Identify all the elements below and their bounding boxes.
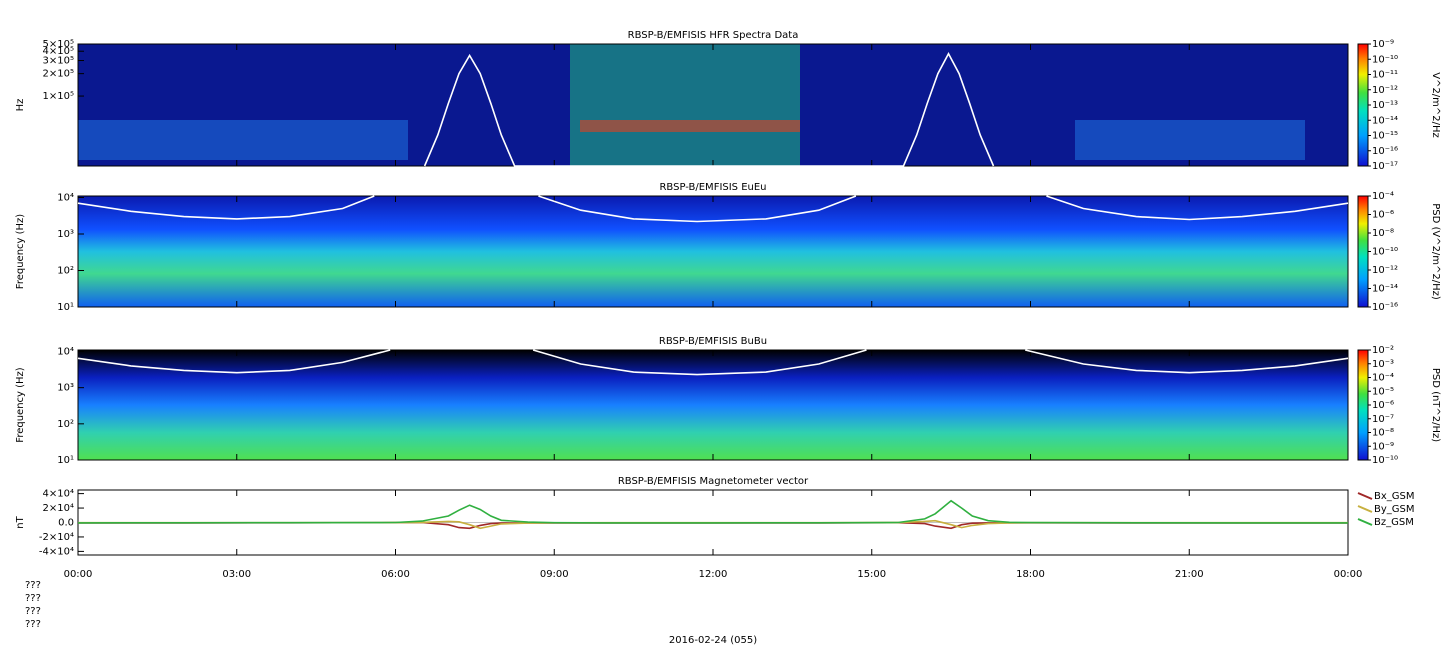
x-tick-label: 03:00 [222,569,251,580]
legend-label: Bz_GSM [1374,517,1414,528]
colorbar-label: PSD (V^2/m^2/Hz) [1430,203,1441,300]
panel-title: RBSP-B/EMFISIS HFR Spectra Data [628,30,799,41]
colorbar-tick-label: 10⁻⁹ [1372,39,1394,50]
colorbar-tick-label: 10⁻⁴ [1372,191,1394,202]
y-tick-label: 1×10⁵ [43,91,74,102]
annotation: ??? [25,606,41,617]
y-tick-label: 10² [57,266,74,277]
colorbar-tick-label: 10⁻¹⁷ [1372,161,1398,172]
colorbar-tick-label: 10⁻² [1372,345,1394,356]
colorbar [1357,195,1369,308]
x-tick-label: 00:00 [64,569,93,580]
y-axis-label: Frequency (Hz) [15,367,26,443]
y-tick-label: -4×10⁴ [39,546,74,557]
colorbar-tick-label: 10⁻⁸ [1372,428,1394,439]
colorbar [1357,349,1369,461]
y-tick-label: 10³ [57,383,74,394]
colorbar-tick-label: 10⁻⁹ [1372,441,1394,452]
y-tick-label: 10¹ [57,455,74,466]
legend-swatch [1357,518,1373,526]
spectrogram-decor [78,44,1348,460]
colorbar [1357,43,1369,167]
colorbar-tick-label: 10⁻¹⁰ [1372,54,1398,65]
series-line [78,519,1348,530]
x-tick-label: 21:00 [1175,569,1204,580]
y-tick-label: 3×10⁵ [43,56,74,67]
y-tick-label: 10¹ [57,302,74,313]
colorbar-tick-label: 10⁻⁶ [1372,400,1394,411]
y-tick-label: 2×10⁴ [43,503,74,514]
legend-swatch [1357,505,1373,513]
x-tick-label: 12:00 [699,569,728,580]
x-tick-label: 18:00 [1016,569,1045,580]
y-axis-label: nT [15,515,26,528]
x-axis-label: 2016-02-24 (055) [669,635,757,646]
cyclotron-line [77,195,1349,223]
y-tick-label: 10⁴ [57,193,74,204]
y-tick-label: 10² [57,419,74,430]
colorbar-tick-label: 10⁻¹⁶ [1372,302,1398,313]
colorbar-tick-label: 10⁻³ [1372,359,1394,370]
x-tick-label: 00:00 [1334,569,1363,580]
colorbar-tick-label: 10⁻¹² [1372,85,1398,96]
x-tick-label: 09:00 [540,569,569,580]
legend-label: Bx_GSM [1374,491,1415,502]
colorbar-tick-label: 10⁻¹³ [1372,100,1398,111]
annotation: ??? [25,619,41,630]
y-tick-label: 10³ [57,229,74,240]
panel-title: RBSP-B/EMFISIS BuBu [659,336,767,347]
y-tick-label: 0.0 [58,518,74,529]
legend-swatch [1357,492,1373,500]
colorbar-tick-label: 10⁻⁵ [1372,386,1394,397]
series-line [77,499,1348,524]
colorbar-tick-label: 10⁻¹⁵ [1372,131,1398,142]
colorbar-label: PSD (nT^2/Hz) [1430,368,1441,442]
y-tick-label: 2×10⁵ [43,69,74,80]
colorbar-tick-label: 10⁻¹⁶ [1372,146,1398,157]
y-tick-label: 4×10⁴ [43,489,74,500]
colorbar-label: V^2/m^2/Hz [1430,72,1441,138]
y-axis-label: Hz [15,99,26,112]
y-tick-label: 10⁴ [57,346,74,357]
panel-title: RBSP-B/EMFISIS EuEu [659,182,766,193]
colorbar-tick-label: 10⁻¹² [1372,265,1398,276]
legend-label: By_GSM [1374,504,1415,515]
colorbar-tick-label: 10⁻⁴ [1372,373,1394,384]
y-tick-label: 4×10⁵ [43,46,74,57]
cyclotron-line [423,51,995,167]
colorbar-tick-label: 10⁻⁶ [1372,210,1394,221]
y-tick-label: -2×10⁴ [39,532,74,543]
colorbar-tick-label: 10⁻⁸ [1372,228,1394,239]
x-tick-label: 15:00 [857,569,886,580]
x-tick-label: 06:00 [381,569,410,580]
annotation: ??? [25,593,41,604]
panel-title: RBSP-B/EMFISIS Magnetometer vector [618,476,809,487]
cyclotron-line [77,349,1349,376]
y-axis-label: Frequency (Hz) [15,214,26,290]
colorbar-tick-label: 10⁻¹¹ [1372,70,1398,81]
colorbar-tick-label: 10⁻¹⁰ [1372,455,1398,466]
colorbar-tick-label: 10⁻¹⁰ [1372,247,1398,258]
colorbar-tick-label: 10⁻⁷ [1372,414,1394,425]
annotation: ??? [25,580,41,591]
colorbar-tick-label: 10⁻¹⁴ [1372,284,1398,295]
colorbar-tick-label: 10⁻¹⁴ [1372,115,1398,126]
y-tick-label: 5×10⁵ [43,39,74,50]
